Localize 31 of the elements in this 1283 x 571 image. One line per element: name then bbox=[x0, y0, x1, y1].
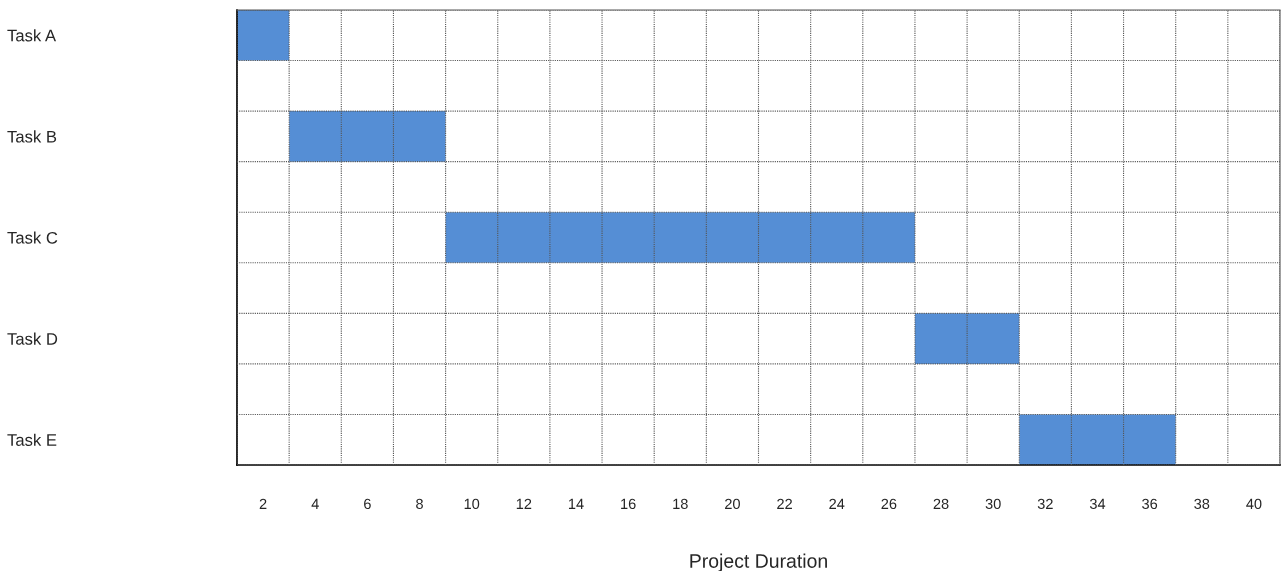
x-tick-label: 2 bbox=[259, 498, 267, 509]
x-tick-label: 36 bbox=[1142, 498, 1158, 510]
x-tick-label: 16 bbox=[621, 498, 636, 510]
x-tick-label: 4 bbox=[311, 498, 319, 509]
y-tick-label: Task B bbox=[7, 130, 57, 143]
x-tick-label: 26 bbox=[881, 498, 897, 510]
x-axis-title: Project Duration bbox=[690, 553, 827, 571]
x-tick-label: 20 bbox=[725, 498, 740, 510]
x-tick-label: 40 bbox=[1246, 498, 1262, 510]
x-tick-label: 34 bbox=[1089, 498, 1106, 510]
x-tick-label: 10 bbox=[464, 498, 480, 510]
x-tick-label: 14 bbox=[568, 498, 584, 509]
x-tick-label: 24 bbox=[829, 498, 845, 509]
y-tick-label: Task E bbox=[7, 433, 57, 446]
x-tick-label: 22 bbox=[777, 498, 792, 509]
bar bbox=[237, 10, 290, 61]
bar bbox=[1019, 414, 1176, 465]
x-tick-label: 30 bbox=[985, 498, 1001, 510]
x-tick-label: 32 bbox=[1037, 498, 1053, 510]
y-tick-label: Task C bbox=[7, 231, 58, 244]
x-tick-label: 6 bbox=[364, 498, 371, 510]
bar bbox=[289, 111, 446, 162]
bar bbox=[445, 212, 915, 263]
x-tick-label: 28 bbox=[933, 498, 949, 510]
bar bbox=[914, 313, 1020, 364]
x-tick-label: 8 bbox=[416, 498, 423, 510]
x-tick-label: 38 bbox=[1194, 498, 1210, 510]
y-tick-label: Task D bbox=[7, 332, 58, 345]
x-tick-label: 12 bbox=[516, 498, 532, 509]
y-tick-label: Task A bbox=[7, 29, 57, 42]
x-tick-label: 18 bbox=[673, 498, 688, 510]
